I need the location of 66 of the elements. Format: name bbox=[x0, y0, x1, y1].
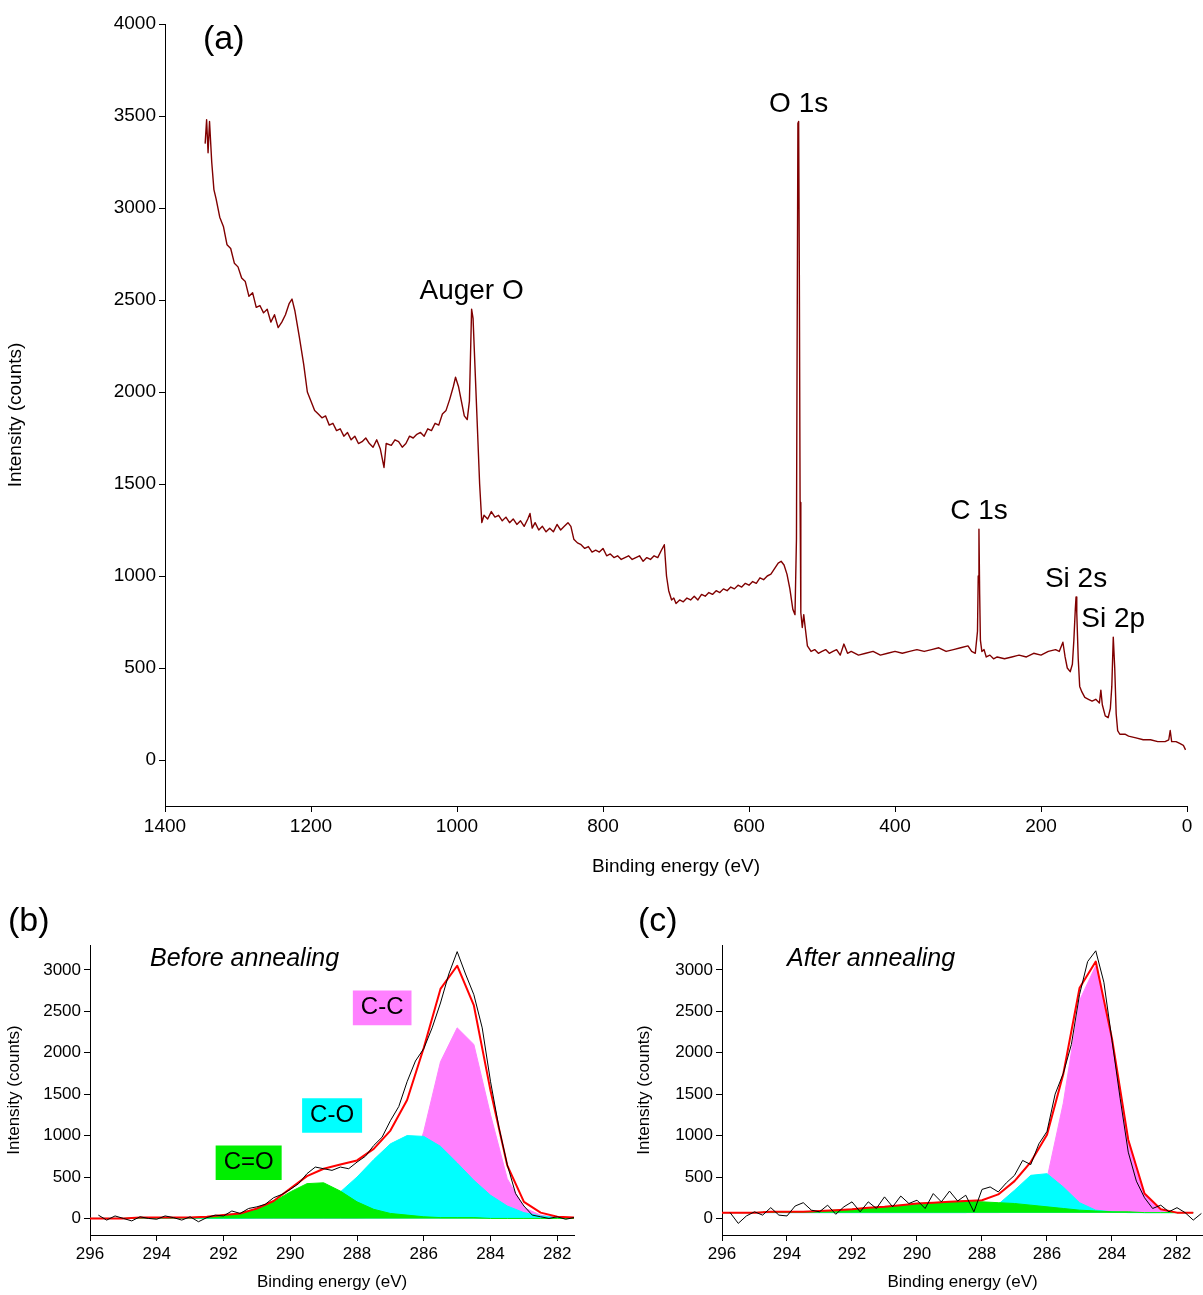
chart-subtitle: After annealing bbox=[785, 942, 956, 971]
x-tick-label: 292 bbox=[209, 1243, 238, 1263]
x-tick-label: 290 bbox=[276, 1243, 305, 1263]
series-label: C-O bbox=[310, 1100, 355, 1128]
x-tick-label: 284 bbox=[476, 1243, 505, 1263]
y-axis-title: Intensity (counts) bbox=[3, 1025, 23, 1155]
x-axis-title: Binding energy (eV) bbox=[592, 854, 760, 876]
y-tick-label: 3500 bbox=[113, 104, 156, 126]
y-tick-label: 4000 bbox=[113, 12, 156, 34]
x-tick-label: 288 bbox=[342, 1243, 372, 1263]
x-tick-label: 286 bbox=[409, 1243, 438, 1263]
y-tick-label: 1000 bbox=[43, 1125, 81, 1145]
y-tick-label: 2000 bbox=[43, 1042, 81, 1062]
y-tick-label: 2500 bbox=[43, 1000, 81, 1020]
x-axis-title: Binding energy (eV) bbox=[256, 1272, 408, 1292]
y-tick-label: 500 bbox=[52, 1166, 81, 1186]
annotation: C 1s bbox=[950, 494, 1008, 526]
y-tick-label: 1500 bbox=[43, 1083, 81, 1103]
y-axis-title: Intensity (counts) bbox=[3, 342, 25, 488]
x-tick-label: 296 bbox=[75, 1243, 105, 1263]
x-tick-label: 1400 bbox=[143, 814, 187, 836]
x-tick-label: 292 bbox=[837, 1243, 867, 1263]
x-tick-label: 282 bbox=[1162, 1243, 1192, 1263]
y-tick-label: 0 bbox=[145, 748, 156, 770]
chart-title: (b) bbox=[8, 900, 50, 939]
annotation: Si 2p bbox=[1081, 602, 1146, 634]
x-tick-label: 200 bbox=[1025, 814, 1057, 836]
y-tick-label: 500 bbox=[684, 1166, 713, 1186]
series-label: C=O bbox=[223, 1147, 274, 1175]
annotation: Auger O bbox=[419, 274, 524, 306]
y-tick-label: 0 bbox=[71, 1208, 81, 1228]
y-tick-label: 1500 bbox=[675, 1083, 713, 1103]
x-tick-label: 1200 bbox=[289, 814, 333, 836]
chart-subtitle: Before annealing bbox=[150, 942, 340, 971]
text: C-C bbox=[360, 992, 404, 1020]
y-axis-title: Intensity (counts) bbox=[633, 1025, 653, 1155]
x-tick-label: 296 bbox=[707, 1243, 737, 1263]
x-tick-label: 294 bbox=[142, 1243, 171, 1263]
chart-title: (c) bbox=[638, 900, 678, 939]
y-tick-label: 500 bbox=[124, 656, 156, 678]
y-tick-label: 2000 bbox=[113, 380, 156, 402]
y-tick-label: 3000 bbox=[43, 959, 81, 979]
x-tick-label: 290 bbox=[902, 1243, 932, 1263]
x-tick-label: 286 bbox=[1032, 1243, 1062, 1263]
x-tick-label: 400 bbox=[879, 814, 911, 836]
annotation: Si 2s bbox=[1044, 561, 1108, 593]
y-tick-label: 1000 bbox=[675, 1125, 713, 1145]
x-tick-label: 0 bbox=[1181, 814, 1193, 836]
chart-title: (a) bbox=[203, 18, 245, 57]
x-tick-label: 800 bbox=[587, 814, 619, 836]
y-tick-label: 2500 bbox=[113, 288, 156, 310]
x-tick-label: 288 bbox=[967, 1243, 997, 1263]
y-tick-label: 3000 bbox=[675, 959, 713, 979]
x-tick-label: 600 bbox=[733, 814, 765, 836]
x-tick-label: 294 bbox=[772, 1243, 802, 1263]
annotation: O 1s bbox=[769, 86, 829, 118]
x-tick-label: 284 bbox=[1097, 1243, 1127, 1263]
y-tick-label: 1000 bbox=[113, 564, 156, 586]
y-tick-label: 3000 bbox=[113, 196, 156, 218]
y-tick-label: 2500 bbox=[675, 1000, 713, 1020]
y-tick-label: 0 bbox=[703, 1208, 713, 1228]
y-tick-label: 1500 bbox=[113, 472, 156, 494]
x-tick-label: 1000 bbox=[435, 814, 479, 836]
x-tick-label: 282 bbox=[543, 1243, 572, 1263]
y-tick-label: 2000 bbox=[675, 1042, 713, 1062]
x-axis-title: Binding energy (eV) bbox=[887, 1272, 1038, 1292]
